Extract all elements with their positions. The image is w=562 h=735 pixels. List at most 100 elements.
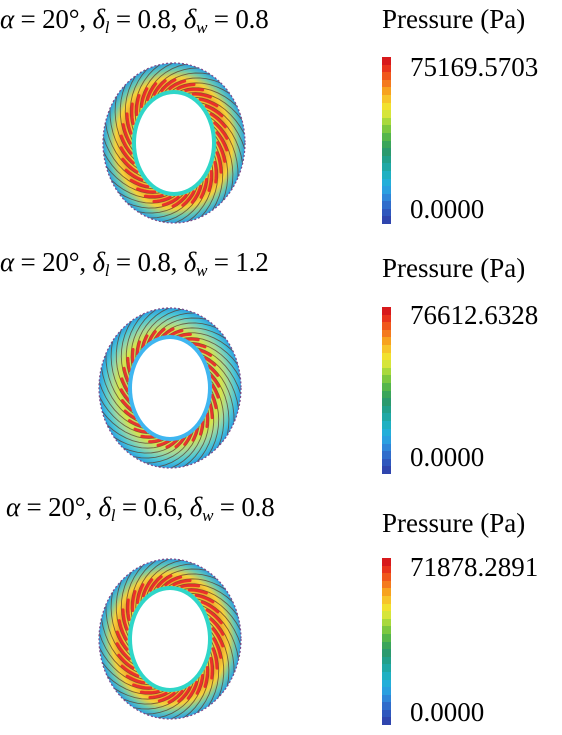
color-bar-segment — [382, 72, 391, 80]
color-bar-segment — [382, 626, 391, 634]
pressure-streak — [185, 337, 200, 342]
color-bar-segment — [382, 565, 391, 574]
pressure-streak — [123, 409, 137, 420]
blade-line — [105, 353, 137, 416]
color-bar-segment — [382, 458, 391, 467]
color-bar-segment — [382, 57, 391, 65]
legend-max-label: 71878.2891 — [410, 552, 539, 582]
blade-line — [207, 387, 220, 456]
pressure-ring-plot — [98, 558, 242, 720]
pressure-streak — [184, 87, 205, 93]
color-bar-segment — [382, 110, 391, 118]
pressure-streak — [198, 348, 213, 357]
color-bar-segment — [382, 679, 391, 688]
blade-line — [115, 329, 132, 398]
legend-max-label: 76612.6328 — [410, 300, 539, 330]
inner-hole — [128, 586, 212, 692]
color-bar-segment — [382, 117, 391, 126]
pressure-streak — [119, 388, 131, 402]
blade-line — [120, 571, 133, 640]
blade-line — [208, 378, 225, 447]
blade-line — [194, 597, 241, 646]
pressure-streak — [168, 79, 187, 91]
pressure-streak — [178, 332, 192, 338]
blade-line — [124, 75, 137, 144]
color-bar-segment — [382, 428, 391, 437]
color-bar-segment — [382, 375, 391, 383]
color-bar-segment — [382, 694, 391, 703]
inner-hole — [132, 90, 216, 196]
pressure-streak — [156, 439, 170, 447]
color-bar — [382, 57, 391, 225]
blade-line — [120, 320, 133, 389]
color-bar-segment — [382, 186, 391, 194]
blade-line — [203, 108, 244, 164]
pressure-streak — [121, 123, 132, 145]
color-bar-segment — [382, 367, 391, 376]
pressure-streak — [136, 583, 145, 604]
pressure-streak — [120, 377, 130, 392]
color-bar-segment — [382, 337, 391, 345]
color-bar-segment — [382, 193, 391, 202]
color-bar-segment — [382, 314, 391, 323]
color-bar-segment — [382, 687, 391, 695]
color-bar-segment — [382, 201, 391, 209]
color-bar-segment — [382, 344, 391, 353]
color-bar-segment — [382, 466, 391, 475]
legend-min-label: 0.0000 — [410, 697, 485, 727]
color-bar-segment — [382, 633, 391, 642]
color-bar-segment — [382, 140, 391, 149]
pressure-streak — [176, 83, 196, 91]
pressure-streak — [126, 356, 132, 373]
blade-line — [199, 353, 240, 409]
pressure-streak — [129, 178, 150, 189]
pressure-streak — [125, 674, 146, 685]
pressure-streak — [162, 327, 175, 337]
color-bar-segment — [382, 87, 391, 95]
pressure-streak — [130, 102, 135, 126]
blade-line — [119, 84, 136, 153]
blade-line — [104, 122, 145, 178]
blade-line — [207, 115, 239, 178]
pressure-streak — [140, 434, 155, 439]
pressure-streak — [145, 82, 158, 102]
color-bar-segment — [382, 443, 391, 452]
pressure-ring-plot — [102, 62, 246, 224]
pressure-streak — [180, 583, 201, 589]
pressure-streak — [121, 608, 129, 631]
pressure-streak — [177, 686, 192, 703]
pressure-streak — [148, 438, 162, 444]
outer-edge — [98, 307, 242, 469]
pressure-streak — [203, 356, 217, 367]
pressure-ring-plot — [98, 307, 242, 469]
pressure-streak — [191, 92, 212, 99]
color-bar-segment — [382, 573, 391, 581]
blade-line — [206, 620, 230, 687]
legend-title: Pressure (Pa) — [382, 253, 526, 283]
pressure-streak — [147, 330, 157, 343]
blade-line — [203, 611, 235, 674]
color-bar-segment — [382, 208, 391, 217]
color-bar-segment — [382, 588, 391, 596]
pressure-streak — [122, 366, 130, 383]
blade-line — [100, 618, 141, 674]
pressure-streak — [167, 689, 184, 704]
blade-line — [103, 136, 150, 185]
pressure-streak — [131, 590, 137, 613]
pressure-streak — [136, 187, 157, 194]
color-bar-segment — [382, 79, 391, 88]
panel-title: α = 20°, δl = 0.8, δw = 0.8 — [0, 4, 269, 37]
color-bar-segment — [382, 436, 391, 444]
color-bar-segment — [382, 595, 391, 604]
pressure-streak — [117, 653, 135, 670]
pressure-streak — [119, 146, 135, 165]
pressure-streak — [213, 160, 218, 184]
panel-3: α = 20°, δl = 0.6, δw = 0.8 Pressure (Pa… — [0, 490, 562, 735]
pressure-streak — [148, 575, 163, 592]
blade-line — [110, 340, 134, 407]
outer-edge — [102, 62, 246, 224]
blade-line — [109, 108, 141, 171]
color-bar-segment — [382, 451, 391, 459]
blade-line — [196, 397, 215, 463]
panel-title: α = 20°, δl = 0.8, δw = 1.2 — [0, 247, 269, 280]
